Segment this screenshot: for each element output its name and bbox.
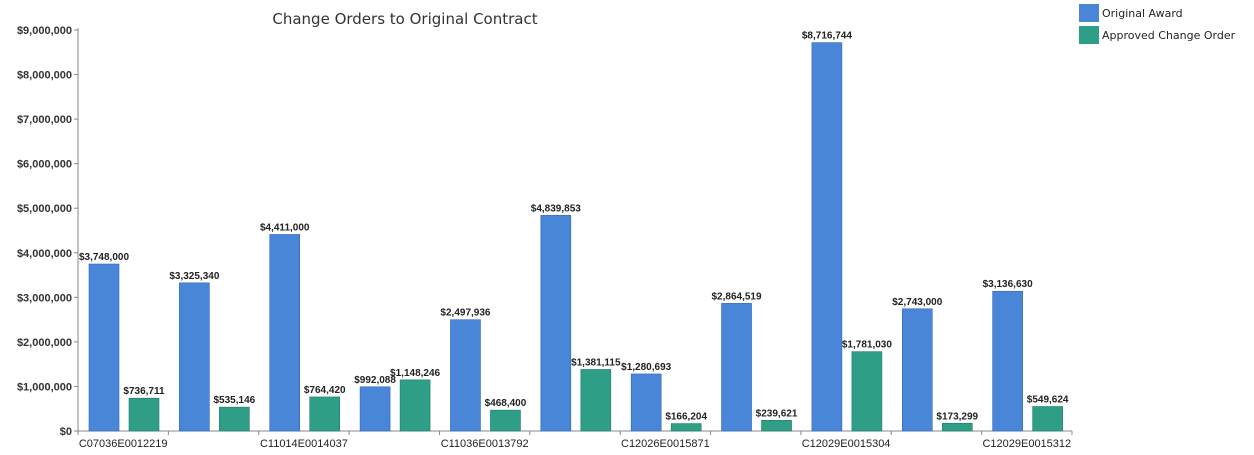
change-order-bar <box>580 369 612 432</box>
change-order-label: $468,400 <box>485 398 527 409</box>
change-order-bar <box>399 379 431 432</box>
change-order-bar <box>1032 406 1063 432</box>
x-tick-label: C07036E0012219 <box>79 438 168 450</box>
change-order-label: $549,624 <box>1027 395 1069 406</box>
original-award-label: $1,280,693 <box>621 362 671 373</box>
original-award-label: $3,325,340 <box>169 271 219 282</box>
y-tick-label: $8,000,000 <box>17 70 72 82</box>
legend-label: Original Award <box>1102 7 1183 20</box>
original-award-label: $992,088 <box>354 375 396 386</box>
original-award-bar <box>540 215 572 432</box>
original-award-label: $3,748,000 <box>79 252 129 263</box>
original-award-label: $2,743,000 <box>892 297 942 308</box>
original-award-bar <box>88 263 120 432</box>
change-order-bar <box>941 422 973 432</box>
x-tick-label: C12029E0015312 <box>982 438 1071 450</box>
change-order-label: $1,148,246 <box>390 368 440 379</box>
y-tick-label: $3,000,000 <box>17 292 72 304</box>
original-award-label: $2,497,936 <box>440 308 490 319</box>
original-award-label: $3,136,630 <box>983 279 1033 290</box>
change-order-label: $736,711 <box>123 386 165 397</box>
original-award-bar <box>992 290 1023 432</box>
change-order-label: $1,381,115 <box>571 357 621 368</box>
original-award-label: $2,864,519 <box>712 291 762 302</box>
change-order-bar <box>219 406 250 432</box>
legend-label: Approved Change Order <box>1102 29 1236 42</box>
x-tick-label: C11036E0013792 <box>441 438 529 450</box>
original-award-bar <box>359 386 391 432</box>
x-tick-label: C11014E0014037 <box>260 438 348 450</box>
original-award-bar <box>630 373 662 432</box>
y-tick-label: $2,000,000 <box>17 337 72 349</box>
original-award-label: $4,839,853 <box>531 203 581 214</box>
original-award-bar <box>901 308 933 432</box>
chart-title: Change Orders to Original Contract <box>272 10 537 28</box>
change-order-bar <box>128 397 160 432</box>
bars <box>88 42 1063 432</box>
change-order-label: $1,781,030 <box>842 340 892 351</box>
x-tick-label: C12026E0015871 <box>621 438 710 450</box>
original-award-bar <box>721 303 752 432</box>
y-tick-label: $7,000,000 <box>17 114 72 126</box>
legend-swatch <box>1079 26 1099 44</box>
change-order-label: $173,299 <box>936 411 978 422</box>
change-order-bar <box>851 351 883 432</box>
original-award-bar <box>179 282 210 432</box>
x-axis: C07036E0012219 C11014E0014037 C11036E00137… <box>77 430 1073 450</box>
x-tick-label: C12029E0015304 <box>802 438 891 450</box>
legend-swatch <box>1079 4 1099 22</box>
data-labels: $3,748,000 $3,325,340 $4,411,000 $992,088 $2… <box>79 31 1069 423</box>
original-award-label: $4,411,000 <box>260 222 310 233</box>
original-award-label: $8,716,744 <box>802 31 852 42</box>
original-award-bar <box>811 42 843 432</box>
y-tick-label: $9,000,000 <box>17 25 72 37</box>
original-award-bar <box>450 319 481 432</box>
y-tick-label: $4,000,000 <box>17 248 72 260</box>
change-order-bar <box>490 409 521 432</box>
y-axis: $0 $1,000,000 $2,000,000 $3,000,000 $4,000,0… <box>17 25 79 438</box>
y-tick-label: $5,000,000 <box>17 203 72 215</box>
y-tick-label: $6,000,000 <box>17 159 72 171</box>
change-order-bar <box>670 423 702 432</box>
change-order-bar <box>761 420 792 432</box>
original-award-bar <box>269 234 301 432</box>
change-order-label: $535,146 <box>214 395 256 406</box>
legend: Original Award Approved Change Order <box>1079 4 1236 44</box>
change-order-label: $764,420 <box>304 385 346 396</box>
change-order-label: $239,621 <box>756 408 798 419</box>
change-order-bar <box>309 396 341 432</box>
y-tick-label: $1,000,000 <box>17 381 72 393</box>
change-order-label: $166,204 <box>665 412 707 423</box>
y-tick-label: $0 <box>60 426 72 438</box>
